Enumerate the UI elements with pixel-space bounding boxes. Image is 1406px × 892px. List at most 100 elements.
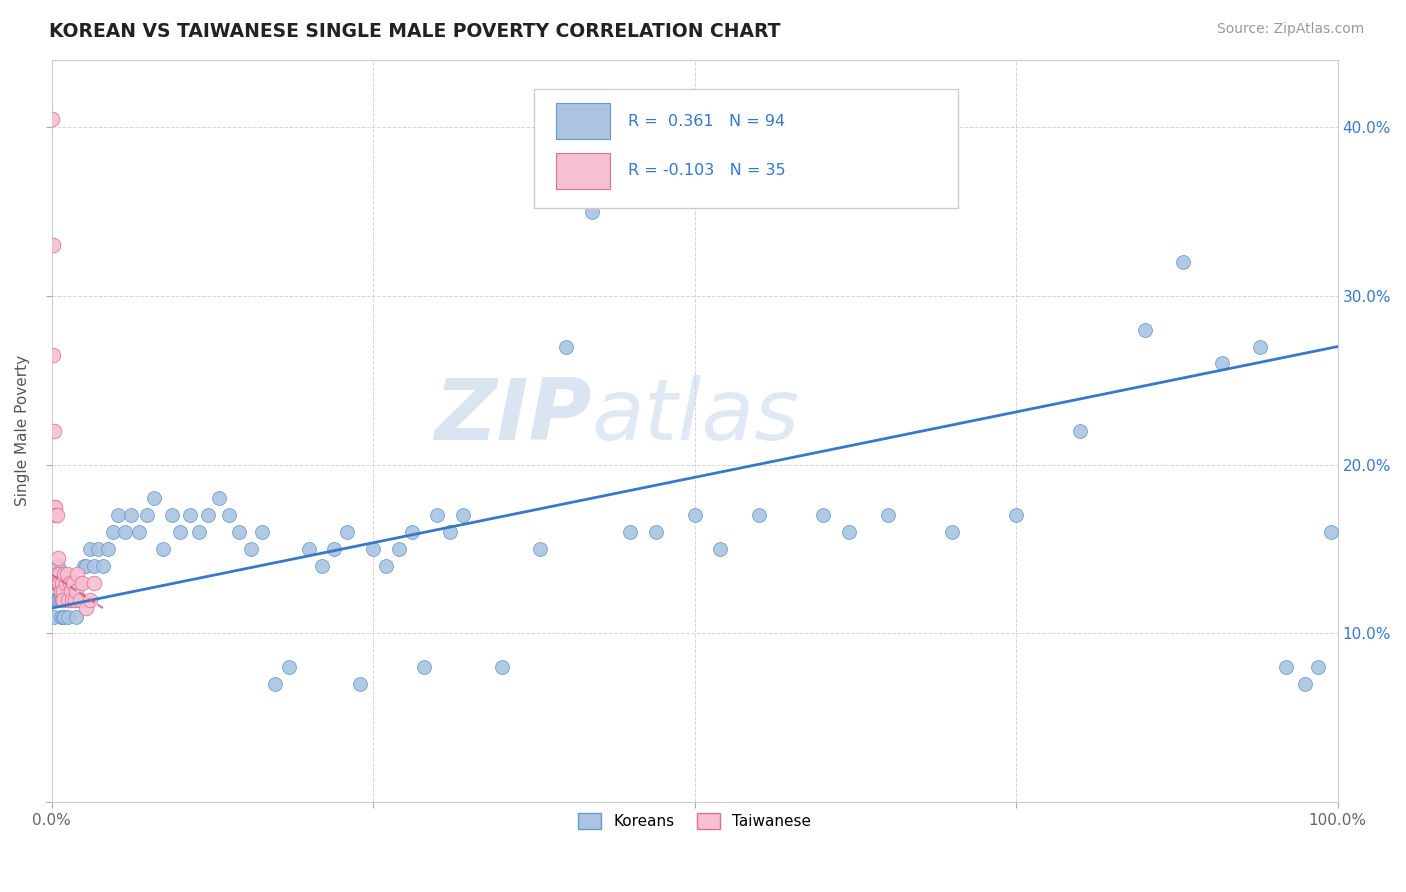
Point [55, 575, 77, 590]
Point [1275, 660, 1298, 674]
Point [103, 525, 125, 540]
Point [49, 584, 72, 599]
Text: ZIP: ZIP [434, 375, 592, 458]
Point [811, 508, 834, 523]
Point [72, 575, 94, 590]
Point [87, 542, 110, 557]
Text: R =  0.361   N = 94: R = 0.361 N = 94 [627, 114, 785, 128]
Point [388, 542, 411, 557]
Point [1211, 356, 1233, 370]
Point [298, 542, 321, 557]
Point [143, 491, 166, 506]
Point [46, 592, 69, 607]
Point [336, 525, 359, 540]
Text: R = -0.103   N = 35: R = -0.103 N = 35 [627, 163, 786, 178]
Point [53, 592, 76, 607]
Point [69, 575, 91, 590]
Point [58, 575, 80, 590]
Point [42, 609, 65, 624]
Point [426, 508, 449, 523]
Point [51, 592, 73, 607]
Point [1320, 525, 1343, 540]
Point [48, 567, 70, 582]
Point [52, 609, 75, 624]
Point [91, 558, 114, 573]
Point [53, 609, 76, 624]
Point [218, 508, 240, 523]
Point [65, 609, 87, 624]
Point [49, 592, 72, 607]
Point [60, 592, 83, 607]
Point [49, 584, 72, 599]
Text: Source: ZipAtlas.com: Source: ZipAtlas.com [1216, 22, 1364, 37]
Point [581, 204, 603, 219]
Point [63, 592, 86, 607]
Point [79, 542, 101, 557]
Point [42, 500, 65, 514]
Point [51, 575, 73, 590]
Point [58, 592, 80, 607]
Point [73, 558, 96, 573]
Point [114, 525, 136, 540]
Point [42, 575, 65, 590]
Point [45, 508, 67, 523]
Point [63, 592, 86, 607]
Point [42, 238, 65, 252]
Point [401, 525, 423, 540]
Point [75, 558, 97, 573]
Point [46, 550, 69, 565]
Point [152, 542, 174, 557]
Point [66, 592, 89, 607]
Point [44, 592, 66, 607]
Y-axis label: Single Male Poverty: Single Male Poverty [15, 355, 30, 507]
Point [239, 542, 262, 557]
Point [49, 609, 72, 624]
Point [361, 542, 384, 557]
Point [197, 508, 219, 523]
Point [709, 542, 731, 557]
Point [83, 558, 105, 573]
Point [413, 660, 436, 674]
Point [62, 575, 84, 590]
Point [838, 525, 860, 540]
Point [59, 584, 82, 599]
Point [645, 525, 668, 540]
Point [56, 592, 79, 607]
Point [42, 592, 65, 607]
Point [1133, 323, 1156, 337]
Point [60, 592, 83, 607]
Point [439, 525, 461, 540]
Point [66, 567, 89, 582]
Point [42, 348, 65, 362]
Point [52, 584, 75, 599]
Point [56, 567, 79, 582]
Point [41, 112, 63, 126]
Point [44, 500, 66, 514]
Point [1295, 677, 1317, 691]
Point [748, 508, 770, 523]
Point [51, 592, 73, 607]
Point [45, 592, 67, 607]
Point [62, 575, 84, 590]
Point [42, 424, 65, 438]
FancyBboxPatch shape [534, 89, 959, 208]
Point [555, 339, 578, 353]
Point [619, 525, 641, 540]
Point [135, 508, 157, 523]
Point [65, 584, 87, 599]
Point [1173, 255, 1195, 269]
Point [107, 508, 129, 523]
Point [228, 525, 250, 540]
Point [683, 508, 706, 523]
Point [53, 567, 76, 582]
Text: atlas: atlas [592, 375, 800, 458]
Point [941, 525, 963, 540]
Text: KOREAN VS TAIWANESE SINGLE MALE POVERTY CORRELATION CHART: KOREAN VS TAIWANESE SINGLE MALE POVERTY … [49, 22, 780, 41]
Point [349, 677, 371, 691]
Point [48, 592, 70, 607]
Point [59, 575, 82, 590]
Point [97, 542, 120, 557]
Point [55, 575, 77, 590]
Point [51, 575, 73, 590]
Point [169, 525, 191, 540]
